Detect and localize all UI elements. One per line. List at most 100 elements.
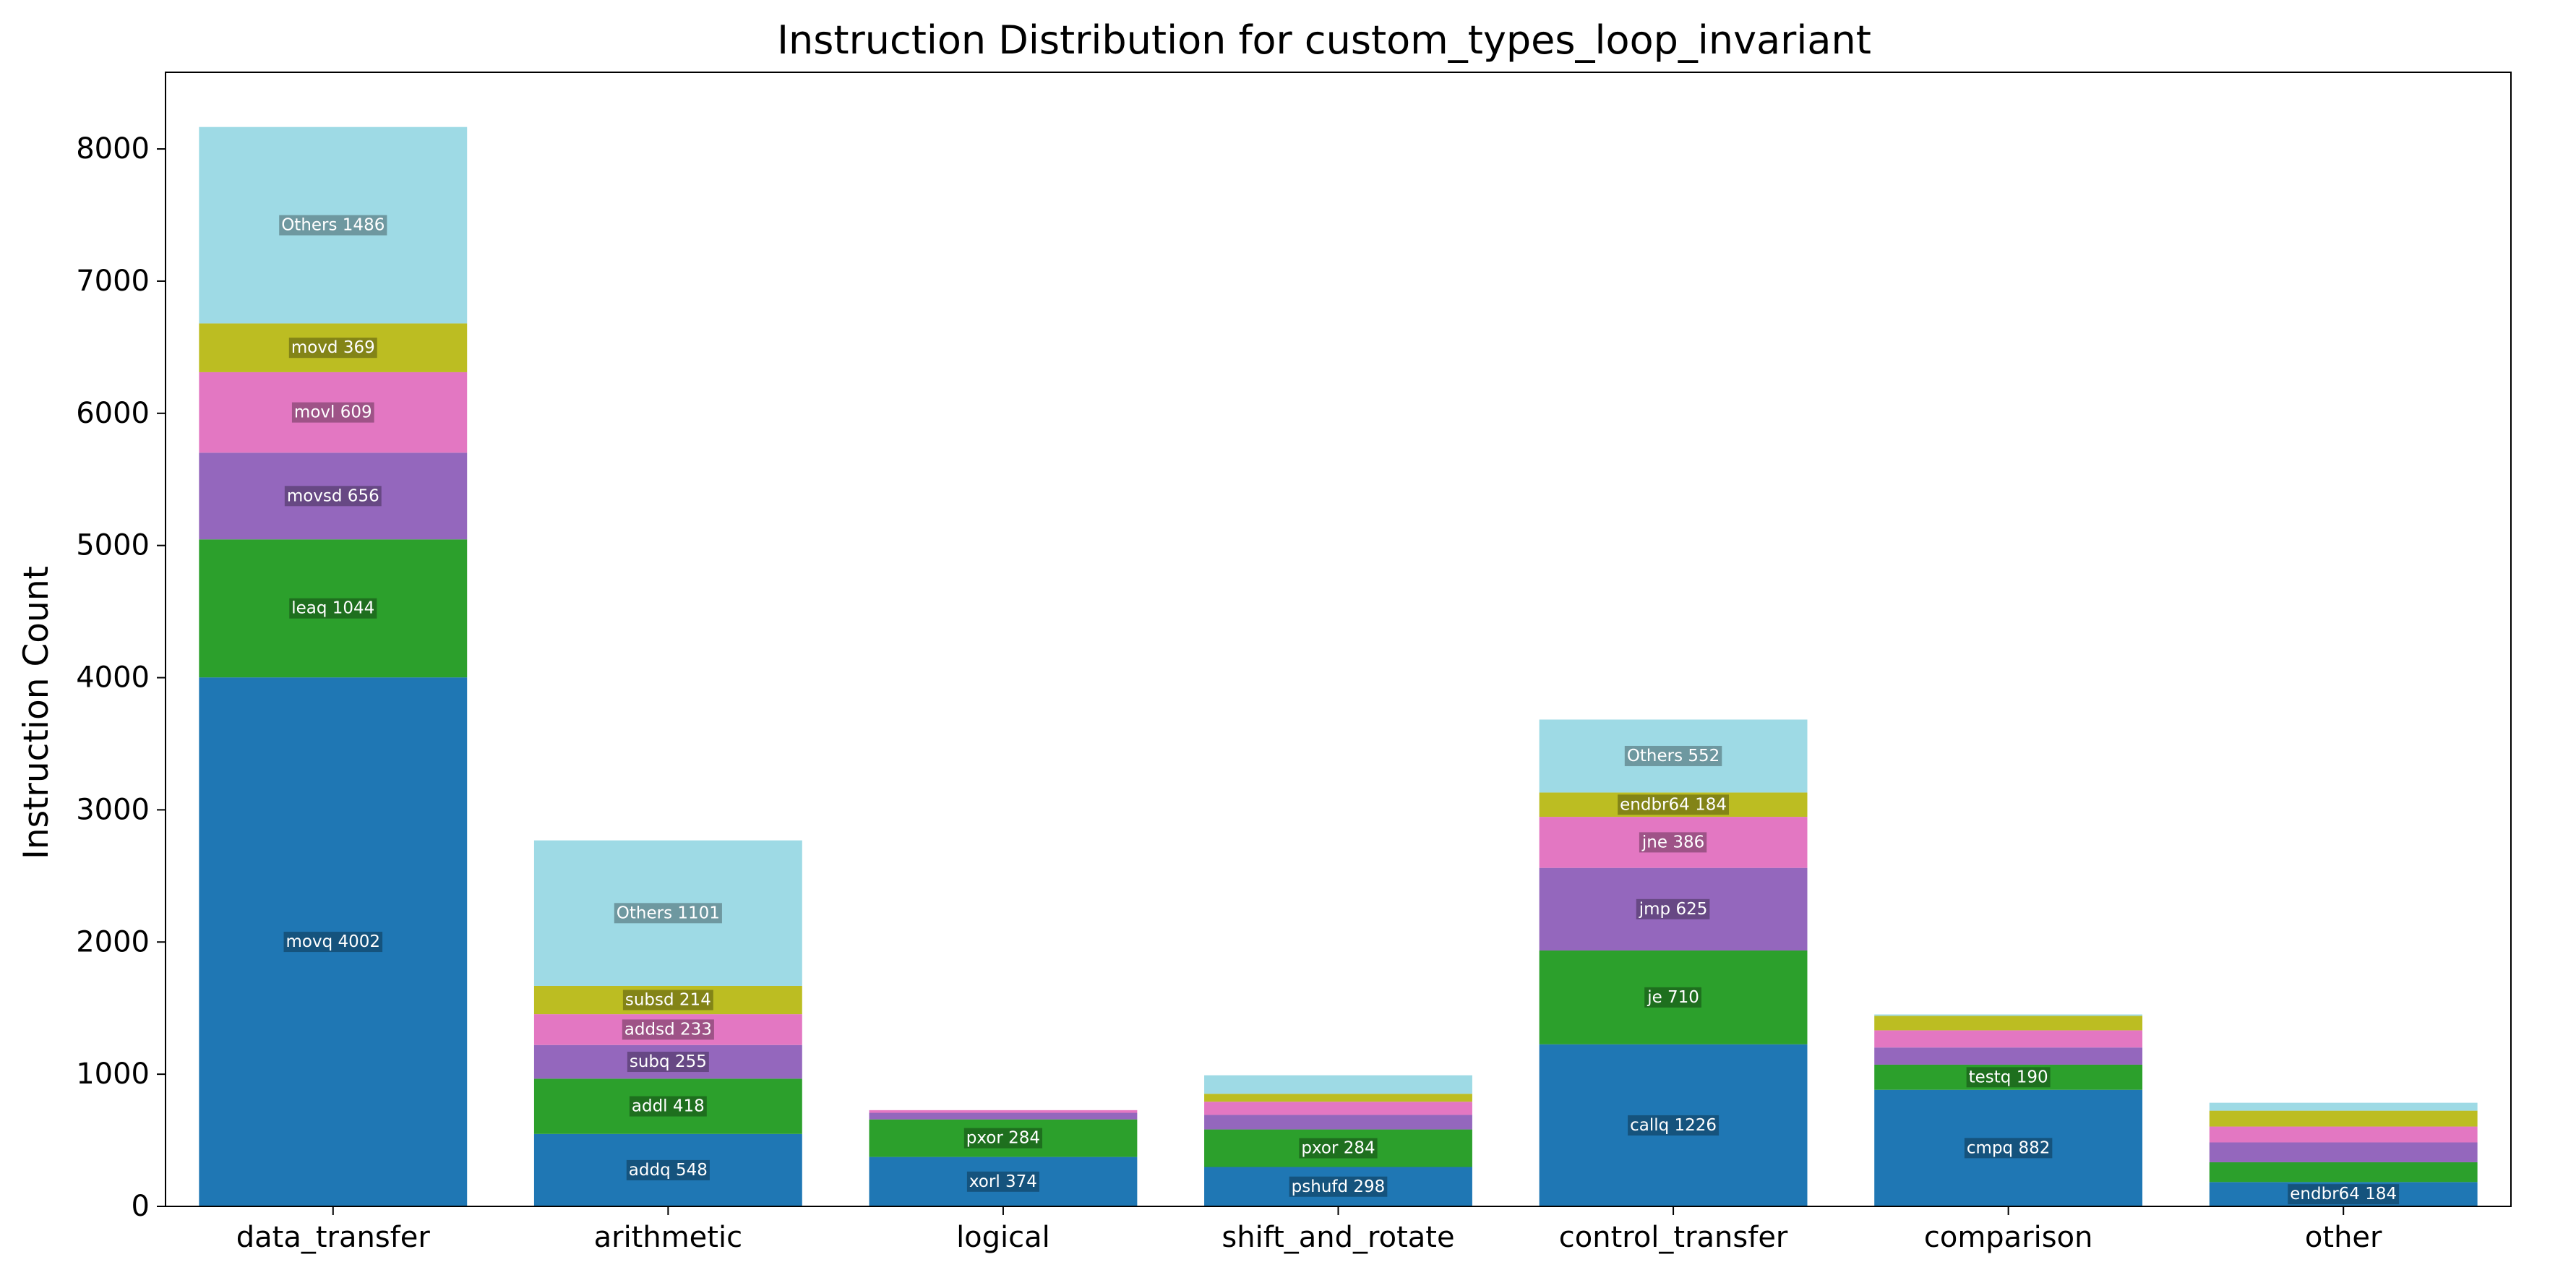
segment-label-bg — [279, 215, 387, 236]
bar-segment-comparison-3 — [1874, 1030, 2143, 1048]
bar-segment-arithmetic-2 — [533, 1044, 802, 1079]
bar-segment-control_transfer-1 — [1539, 950, 1808, 1044]
bar-segment-arithmetic-0 — [533, 1133, 802, 1206]
y-tick-label-3000: 3000 — [76, 793, 150, 826]
segment-label-text: pxor 284 — [966, 1129, 1040, 1148]
segment-label-bg — [289, 598, 377, 619]
segment-label-bg — [291, 402, 374, 423]
segment-label-text: callq 1226 — [1630, 1116, 1717, 1135]
segment-label-logical-1: pxor 284 — [963, 1128, 1043, 1149]
segment-label-bg — [614, 903, 722, 924]
segment-label-text: leaq 1044 — [291, 599, 374, 618]
y-tick-label-2000: 2000 — [76, 925, 150, 958]
bar-segment-shift_and_rotate-2 — [1204, 1115, 1472, 1130]
segment-label-text: cmpq 882 — [1967, 1138, 2050, 1157]
segment-label-text: testq 190 — [1969, 1068, 2048, 1086]
x-tick-label-data_transfer: data_transfer — [236, 1221, 431, 1254]
bar-segment-data_transfer-2 — [199, 452, 468, 540]
segment-label-bg — [2288, 1184, 2400, 1205]
x-tick-label-logical: logical — [956, 1221, 1050, 1254]
segment-label-text: je 710 — [1647, 988, 1699, 1007]
x-tick-label-arithmetic: arithmetic — [594, 1221, 742, 1254]
segment-label-text: movsd 656 — [287, 486, 379, 505]
segment-label-text: movl 609 — [294, 403, 372, 422]
bar-segment-other-5 — [2209, 1102, 2478, 1111]
bar-segment-control_transfer-5 — [1539, 719, 1808, 793]
bar-segment-logical-3 — [869, 1110, 1138, 1113]
bar-segment-data_transfer-3 — [199, 372, 468, 453]
segment-label-data_transfer-5: Others 1486 — [279, 215, 387, 236]
y-axis-label: Instruction Count — [17, 566, 56, 859]
segment-label-arithmetic-1: addl 418 — [629, 1096, 707, 1117]
bar-segment-other-4 — [2209, 1110, 2478, 1127]
bar-segment-comparison-2 — [1874, 1047, 2143, 1065]
bar-segment-comparison-1 — [1874, 1064, 2143, 1090]
bar-segment-shift_and_rotate-0 — [1204, 1167, 1472, 1206]
y-tick-label-8000: 8000 — [76, 132, 150, 166]
segment-label-shift_and_rotate-0: pshufd 298 — [1289, 1176, 1388, 1197]
segment-label-bg — [622, 990, 713, 1010]
segment-label-text: pxor 284 — [1301, 1139, 1375, 1158]
y-tick-label-0: 0 — [132, 1190, 150, 1223]
segment-label-control_transfer-5: Others 552 — [1624, 745, 1722, 766]
bar-segment-other-3 — [2209, 1126, 2478, 1143]
segment-label-bg — [1966, 1067, 2051, 1088]
bar-segment-other-2 — [2209, 1142, 2478, 1162]
segment-label-bg — [963, 1128, 1043, 1149]
bar-segment-arithmetic-1 — [533, 1078, 802, 1134]
segment-label-text: addl 418 — [632, 1097, 705, 1116]
segment-label-bg — [629, 1096, 707, 1117]
x-tick-label-control_transfer: control_transfer — [1559, 1221, 1788, 1254]
segment-label-bg — [1618, 794, 1730, 815]
segment-label-bg — [1624, 745, 1722, 766]
segment-label-bg — [1289, 1176, 1388, 1197]
plot-frame — [165, 72, 2512, 1207]
segment-label-bg — [1636, 898, 1710, 919]
bar-segment-control_transfer-0 — [1539, 1044, 1808, 1206]
bar-segment-data_transfer-0 — [199, 677, 468, 1206]
segment-label-text: endbr64 184 — [2290, 1185, 2397, 1203]
bar-segment-comparison-5 — [1874, 1014, 2143, 1016]
bar-segment-logical-1 — [869, 1119, 1138, 1157]
segment-label-arithmetic-5: Others 1101 — [614, 903, 722, 924]
segment-label-bg — [622, 1019, 714, 1040]
segment-label-data_transfer-1: leaq 1044 — [289, 598, 377, 619]
x-tick-label-other: other — [2305, 1221, 2382, 1254]
segment-label-text: movd 369 — [291, 338, 375, 357]
segment-label-bg — [288, 338, 377, 359]
segment-label-bg — [1644, 987, 1701, 1008]
segment-label-arithmetic-2: subq 255 — [627, 1052, 709, 1073]
bar-segment-data_transfer-1 — [199, 539, 468, 678]
bar-segment-data_transfer-5 — [199, 126, 468, 324]
segment-label-control_transfer-0: callq 1226 — [1628, 1115, 1720, 1136]
y-tick-label-7000: 7000 — [76, 265, 150, 298]
axes-layer: data_transfer arithmetic logical shift_and_… — [76, 72, 2512, 1254]
segment-label-text: Others 1486 — [281, 216, 385, 235]
segment-label-bg — [627, 1052, 709, 1073]
segment-label-arithmetic-0: addq 548 — [626, 1159, 710, 1180]
segment-label-bg — [966, 1171, 1039, 1192]
chart-title: Instruction Distribution for custom_type… — [777, 17, 1871, 63]
segment-label-text: addsd 233 — [624, 1020, 712, 1039]
bar-segment-shift_and_rotate-5 — [1204, 1075, 1472, 1094]
segment-label-control_transfer-2: jmp 625 — [1636, 898, 1710, 919]
segment-label-arithmetic-3: addsd 233 — [622, 1019, 714, 1040]
y-tick-label-5000: 5000 — [76, 529, 150, 562]
segment-label-data_transfer-4: movd 369 — [288, 338, 377, 359]
bar-segment-shift_and_rotate-4 — [1204, 1094, 1472, 1102]
segment-label-data_transfer-3: movl 609 — [291, 402, 374, 423]
segment-label-control_transfer-1: je 710 — [1644, 987, 1701, 1008]
segment-labels-layer: movq 4002 leaq 1044 movsd 656 movl 609 movd … — [279, 215, 2400, 1205]
segment-label-bg — [1628, 1115, 1720, 1136]
bar-segment-shift_and_rotate-1 — [1204, 1129, 1472, 1167]
segment-label-text: movq 4002 — [286, 932, 381, 951]
segment-label-text: jmp 625 — [1639, 900, 1708, 919]
segment-label-text: jne 386 — [1641, 833, 1704, 851]
y-tick-label-4000: 4000 — [76, 661, 150, 695]
segment-label-comparison-1: testq 190 — [1966, 1067, 2051, 1088]
bar-segment-data_transfer-4 — [199, 323, 468, 372]
bar-segment-shift_and_rotate-3 — [1204, 1102, 1472, 1115]
bars-layer — [199, 126, 2478, 1206]
